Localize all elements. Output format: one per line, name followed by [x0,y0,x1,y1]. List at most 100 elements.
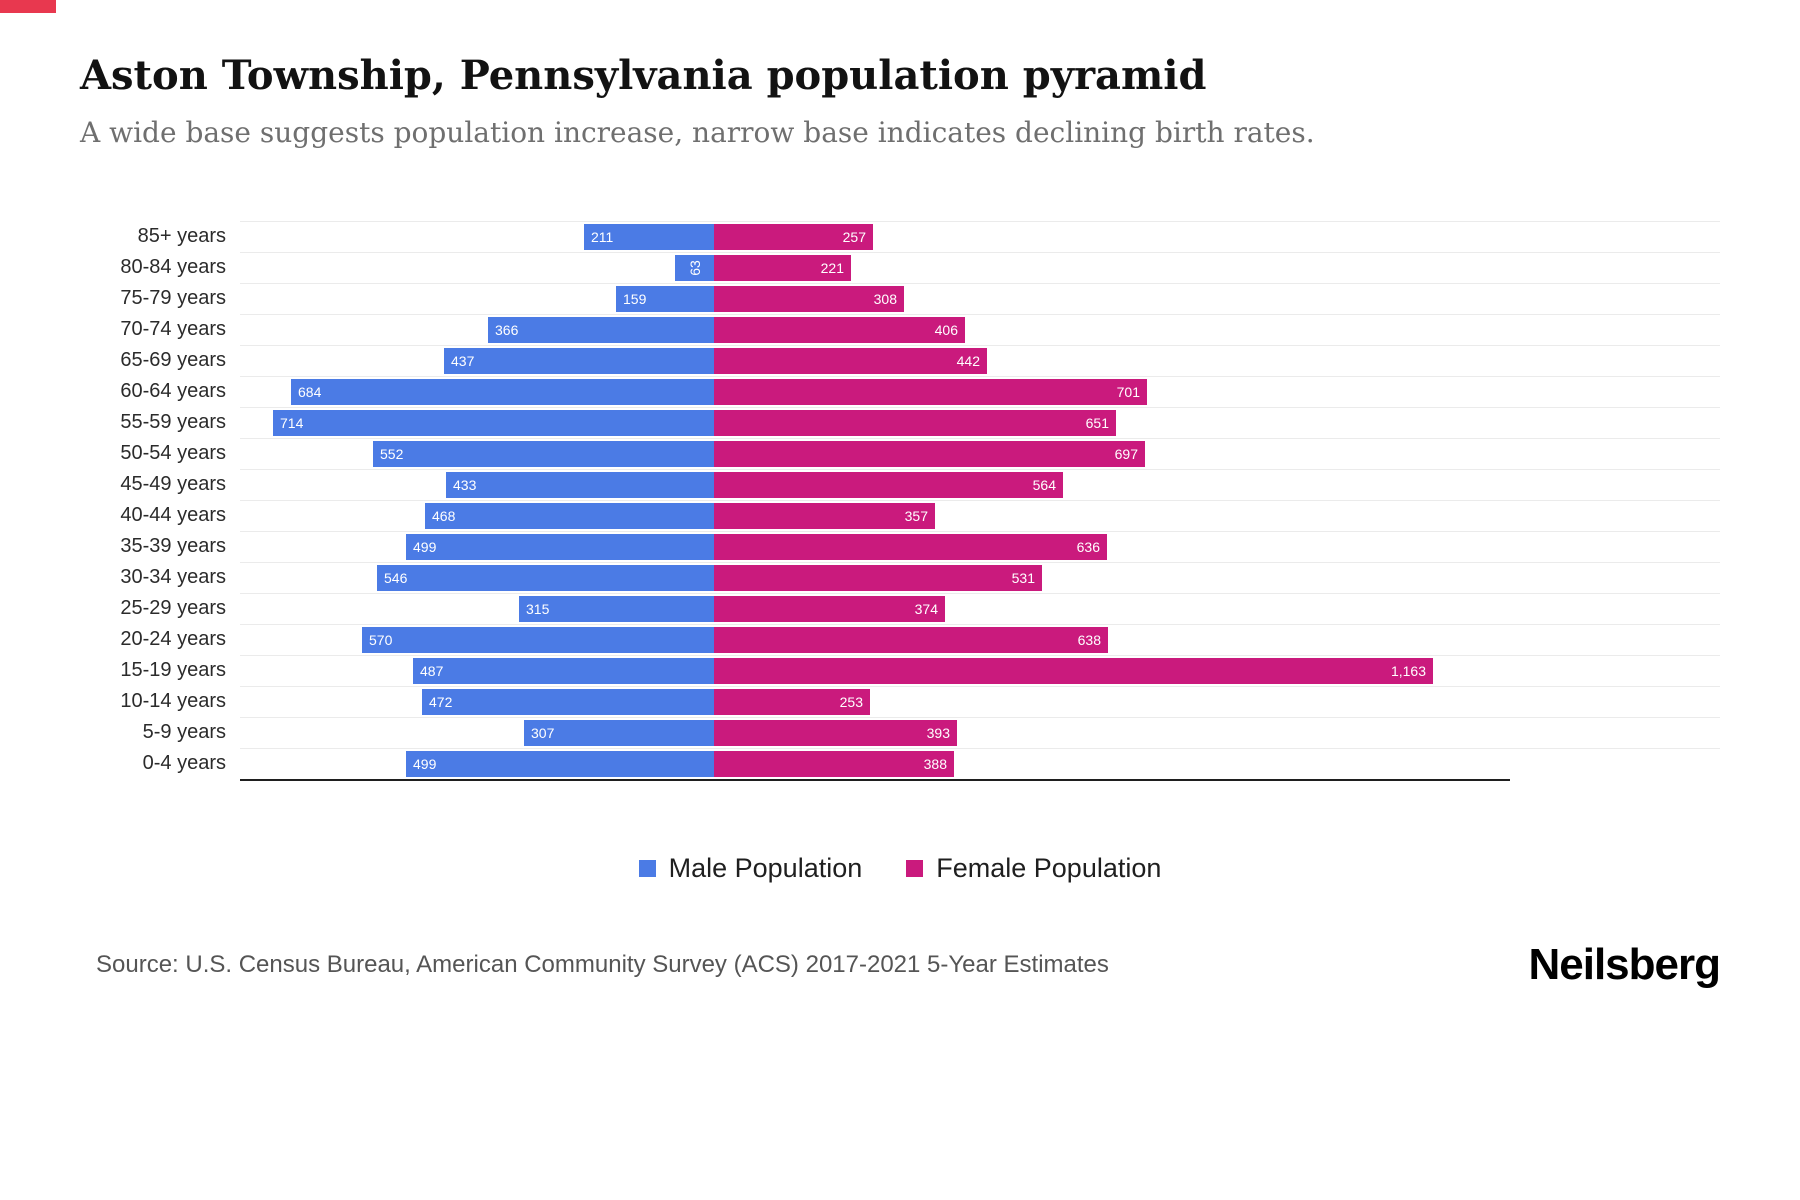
female-bar: 257 [714,224,873,250]
age-group-label: 80-84 years [120,256,226,278]
female-bar-area: 221 [714,255,1510,281]
male-bar-area: 499 [240,751,714,777]
female-bar: 357 [714,503,935,529]
legend: Male Population Female Population [80,853,1720,884]
pyramid-row: 20-24 years 570 638 [80,624,1720,655]
age-group-label: 25-29 years [120,597,226,619]
pyramid-row: 35-39 years 499 636 [80,531,1720,562]
male-bar-area: 307 [240,720,714,746]
male-bar-area: 499 [240,534,714,560]
female-bar-value: 638 [1077,632,1101,648]
female-bar-value: 374 [914,601,938,617]
female-bar: 1,163 [714,658,1433,684]
male-bar-area: 63 [240,255,714,281]
row-plot: 499 636 [240,531,1720,562]
female-bar-area: 442 [714,348,1510,374]
source-text: Source: U.S. Census Bureau, American Com… [96,951,1109,978]
male-bar-area: 714 [240,410,714,436]
age-group-label: 65-69 years [120,349,226,371]
female-bar-value: 253 [839,694,863,710]
female-bar: 636 [714,534,1107,560]
female-bar: 564 [714,472,1063,498]
pyramid-row: 15-19 years 487 1,163 [80,655,1720,686]
pyramid-row: 45-49 years 433 564 [80,469,1720,500]
female-bar-area: 374 [714,596,1510,622]
age-group-label: 75-79 years [120,287,226,309]
age-group-label: 70-74 years [120,318,226,340]
row-plot: 315 374 [240,593,1720,624]
age-group-label: 40-44 years [120,504,226,526]
male-bar-value: 487 [420,663,444,679]
row-plot: 159 308 [240,283,1720,314]
female-bar-value: 701 [1116,384,1140,400]
female-bar-area: 253 [714,689,1510,715]
pyramid-row: 25-29 years 315 374 [80,593,1720,624]
content: Aston Township, Pennsylvania population … [80,52,1721,989]
female-bar-area: 388 [714,751,1510,777]
male-bar-value: 499 [413,756,437,772]
female-bar-value: 388 [923,756,947,772]
pyramid-row: 0-4 years 499 388 [80,748,1720,779]
male-bar: 552 [373,441,714,467]
female-bar-area: 308 [714,286,1510,312]
female-bar-value: 308 [873,291,897,307]
female-bar-value: 531 [1011,570,1035,586]
male-bar: 366 [488,317,714,343]
row-plot: 487 1,163 [240,655,1720,686]
male-bar-area: 472 [240,689,714,715]
male-bar-area: 468 [240,503,714,529]
female-bar-area: 564 [714,472,1510,498]
pyramid-row: 50-54 years 552 697 [80,438,1720,469]
age-group-label: 10-14 years [120,690,226,712]
male-bar-value: 714 [280,415,304,431]
male-bar-area: 487 [240,658,714,684]
female-bar: 531 [714,565,1042,591]
male-bar-value: 546 [384,570,408,586]
row-plot: 433 564 [240,469,1720,500]
chart-title: Aston Township, Pennsylvania population … [80,52,1207,99]
pyramid-row: 40-44 years 468 357 [80,500,1720,531]
age-group-label: 0-4 years [142,752,226,774]
female-bar-value: 564 [1032,477,1056,493]
age-group-label: 15-19 years [120,659,226,681]
row-plot: 468 357 [240,500,1720,531]
male-bar: 63 [675,255,714,281]
male-bar: 315 [519,596,714,622]
female-bar-area: 638 [714,627,1510,653]
female-bar-value: 651 [1085,415,1109,431]
female-bar-value: 442 [956,353,980,369]
female-bar-value: 636 [1076,539,1100,555]
female-bar: 388 [714,751,954,777]
female-bar: 374 [714,596,945,622]
female-bar-value: 406 [934,322,958,338]
female-bar: 442 [714,348,987,374]
male-bar-value: 570 [369,632,393,648]
pyramid-row: 60-64 years 684 701 [80,376,1720,407]
age-group-label: 60-64 years [120,380,226,402]
x-axis-line [240,779,1510,781]
male-bar-area: 684 [240,379,714,405]
row-plot: 366 406 [240,314,1720,345]
male-bar: 570 [362,627,714,653]
female-bar: 638 [714,627,1108,653]
pyramid-row: 85+ years 211 257 [80,221,1720,252]
female-bar: 393 [714,720,957,746]
male-bar-value: 211 [591,229,614,245]
pyramid-row: 65-69 years 437 442 [80,345,1720,376]
male-bar-value: 499 [413,539,437,555]
row-plot: 552 697 [240,438,1720,469]
pyramid-row: 30-34 years 546 531 [80,562,1720,593]
male-bar: 499 [406,751,714,777]
male-bar-value: 159 [623,291,647,307]
female-bar-area: 701 [714,379,1510,405]
male-bar-value: 472 [429,694,453,710]
female-bar: 701 [714,379,1147,405]
pyramid-row: 5-9 years 307 393 [80,717,1720,748]
female-bar-value: 257 [842,229,866,245]
male-bar: 159 [616,286,714,312]
age-group-label: 45-49 years [120,473,226,495]
neilsberg-logo: Neilsberg [1528,940,1721,989]
male-bar: 546 [377,565,714,591]
row-plot: 499 388 [240,748,1720,779]
